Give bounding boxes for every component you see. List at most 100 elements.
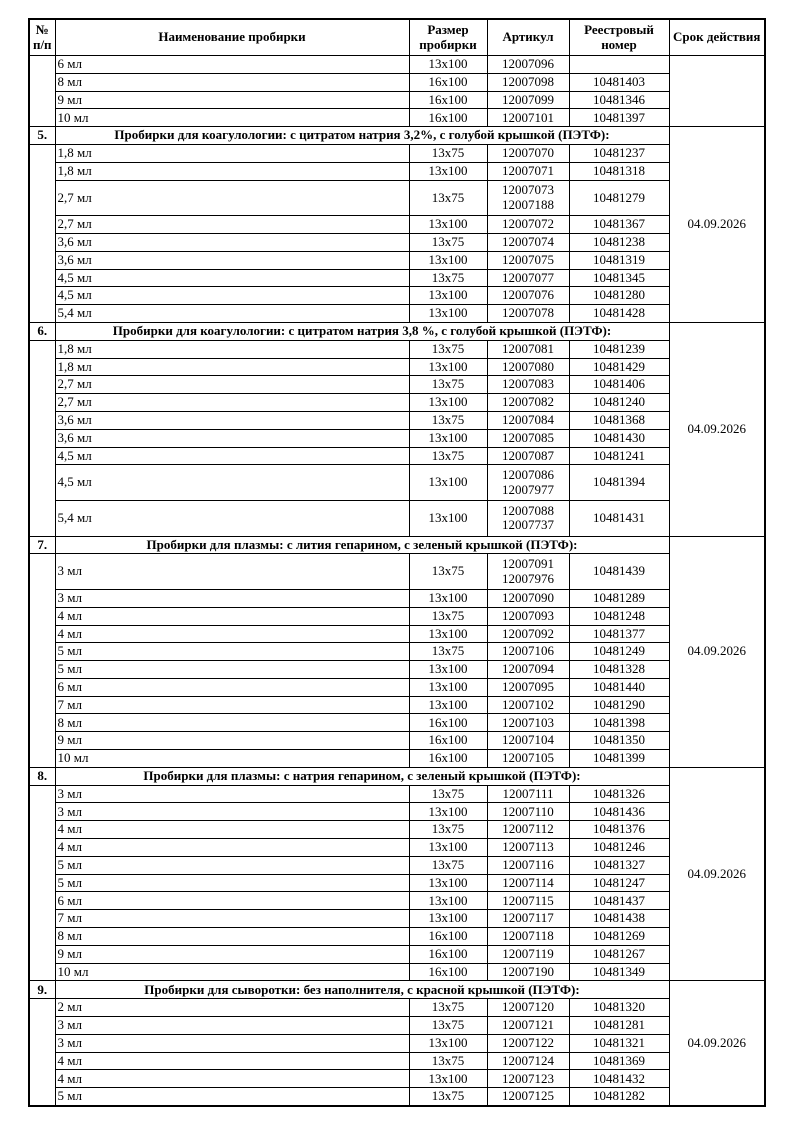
cell-name: 9 мл xyxy=(54,731,410,751)
cell-article: 12007103 xyxy=(486,713,570,733)
cell-size: 13x75 xyxy=(408,375,488,395)
table-row: 10 мл 16x100 12007101 10481397 xyxy=(29,108,765,128)
cell-registry: 10481346 xyxy=(568,90,670,110)
cell-registry: 10481319 xyxy=(568,250,670,270)
cell-article: 12007074 xyxy=(486,232,570,252)
cell-registry: 10481429 xyxy=(568,357,670,377)
cell-registry: 10481437 xyxy=(568,891,670,911)
cell-name: 4,5 мл xyxy=(54,446,410,466)
cell-registry: 10481289 xyxy=(568,588,670,608)
cell-registry: 10481238 xyxy=(568,232,670,252)
validity-cell xyxy=(668,54,766,128)
cell-registry: 10481377 xyxy=(568,624,670,644)
cell-name: 5 мл xyxy=(54,855,410,875)
cell-article: 12007114 xyxy=(486,873,570,893)
cell-size: 16x100 xyxy=(408,962,488,982)
section-number: 5. xyxy=(28,126,56,145)
table-row: 3,6 мл 13x100 12007085 10481430 xyxy=(29,428,765,448)
cell-article: 12007119 xyxy=(486,944,570,964)
cell-name: 9 мл xyxy=(54,944,410,964)
table-row: 4 мл 13x75 12007124 10481369 xyxy=(29,1051,765,1071)
table-row: 9 мл 16x100 12007104 10481350 xyxy=(29,731,765,751)
cell-registry: 10481269 xyxy=(568,927,670,946)
cell-registry: 10481397 xyxy=(568,108,670,128)
cell-article: 12007120 xyxy=(486,998,570,1018)
table-row: 8 мл 16x100 12007103 10481398 xyxy=(29,713,765,733)
column-header-size: Размер пробирки xyxy=(408,18,488,56)
cell-name: 2,7 мл xyxy=(54,179,410,217)
cell-registry: 10481290 xyxy=(568,695,670,715)
table-row: 1,8 мл 13x75 12007081 10481239 xyxy=(28,339,765,537)
cell-registry: 10481428 xyxy=(568,304,670,323)
cell-size: 13x100 xyxy=(408,838,488,857)
cell-name: 7 мл xyxy=(54,695,410,715)
cell-size: 13x100 xyxy=(408,802,488,822)
cell-article: 12007111 xyxy=(486,784,570,804)
cell-article: 12007078 xyxy=(486,304,570,323)
table-row: 3 мл 13x75 12007091 12007976 10481439 xyxy=(28,553,765,768)
cell-size: 13x75 xyxy=(408,410,488,430)
cell-name: 3 мл xyxy=(54,802,410,822)
section-title: Пробирки для коагулологии: с цитратом на… xyxy=(54,321,670,341)
cell-size: 13x100 xyxy=(408,660,488,679)
cell-size: 13x75 xyxy=(408,1051,488,1071)
section-header-row: 8. Пробирки для плазмы: с натрия гепарино… xyxy=(28,766,766,982)
cell-size: 13x75 xyxy=(408,1087,488,1107)
cell-article: 12007087 xyxy=(486,446,570,466)
table-row: 5 мл 13x75 12007116 10481327 xyxy=(29,855,765,875)
cell-article: 12007075 xyxy=(486,250,570,270)
cell-registry xyxy=(568,55,670,74)
cell-name: 9 мл xyxy=(54,90,410,110)
cell-article: 12007088 12007737 xyxy=(486,499,570,537)
cell-registry: 10481248 xyxy=(568,606,670,626)
table-row: 2,7 мл 13x75 12007073 12007188 10481279 xyxy=(29,179,765,217)
cell-size: 13x75 xyxy=(408,998,488,1018)
cell-name: 1,8 мл xyxy=(54,357,410,377)
cell-name: 7 мл xyxy=(54,909,410,929)
table-row: 8 мл 16x100 12007118 10481269 xyxy=(29,927,765,946)
cell-article: 12007101 xyxy=(486,108,570,128)
cell-registry: 10481345 xyxy=(568,268,670,288)
cell-name: 3 мл xyxy=(54,588,410,608)
table-row: 5 мл 13x100 12007094 10481328 xyxy=(29,660,765,679)
cell-size: 13x100 xyxy=(408,304,488,323)
tube-table: № п/п Наименование пробирки Размер проби… xyxy=(28,18,766,1107)
cell-registry: 10481394 xyxy=(568,464,670,501)
section-title: Пробирки для сыворотки: без наполнителя,… xyxy=(54,980,670,1000)
cell-registry: 10481436 xyxy=(568,802,670,822)
table-row: 6 мл 13x100 12007095 10481440 xyxy=(29,677,765,697)
table-row: 7 мл 13x100 12007102 10481290 xyxy=(29,695,765,715)
cell-size: 16x100 xyxy=(408,713,488,733)
cell-size: 13x100 xyxy=(408,286,488,306)
cell-name: 4 мл xyxy=(54,1069,410,1089)
number-span-cell xyxy=(28,54,56,128)
cell-registry: 10481267 xyxy=(568,944,670,964)
table-row: 4,5 мл 13x100 12007076 10481280 xyxy=(29,286,765,306)
cell-article: 12007092 xyxy=(486,624,570,644)
cell-name: 4,5 мл xyxy=(54,286,410,306)
column-header-name: Наименование пробирки xyxy=(54,18,410,56)
cell-article: 12007085 xyxy=(486,428,570,448)
cell-name: 5 мл xyxy=(54,660,410,679)
validity-cell: 04.09.2026 xyxy=(668,321,766,537)
cell-registry: 10481403 xyxy=(568,72,670,92)
table-row: 5,4 мл 13x100 12007088 12007737 10481431 xyxy=(29,499,765,537)
cell-article: 12007117 xyxy=(486,909,570,929)
cell-registry: 10481246 xyxy=(568,838,670,857)
cell-article: 12007099 xyxy=(486,90,570,110)
validity-cell: 04.09.2026 xyxy=(668,980,766,1107)
cell-article: 12007093 xyxy=(486,606,570,626)
table-header-row: № п/п Наименование пробирки Размер проби… xyxy=(28,18,766,56)
cell-size: 16x100 xyxy=(408,731,488,751)
table-row: 2,7 мл 13x75 12007083 10481406 xyxy=(29,375,765,395)
cell-article: 12007116 xyxy=(486,855,570,875)
table-row: 7 мл 13x100 12007117 10481438 xyxy=(29,909,765,929)
table-row: 4,5 мл 13x75 12007087 10481241 xyxy=(29,446,765,466)
column-header-validity: Срок действия xyxy=(668,18,766,56)
cell-article: 12007081 xyxy=(486,339,570,359)
cell-article: 12007086 12007977 xyxy=(486,464,570,501)
cell-name: 3,6 мл xyxy=(54,250,410,270)
cell-registry: 10481321 xyxy=(568,1033,670,1053)
table-row: 5,4 мл 13x100 12007078 10481428 xyxy=(29,304,765,323)
